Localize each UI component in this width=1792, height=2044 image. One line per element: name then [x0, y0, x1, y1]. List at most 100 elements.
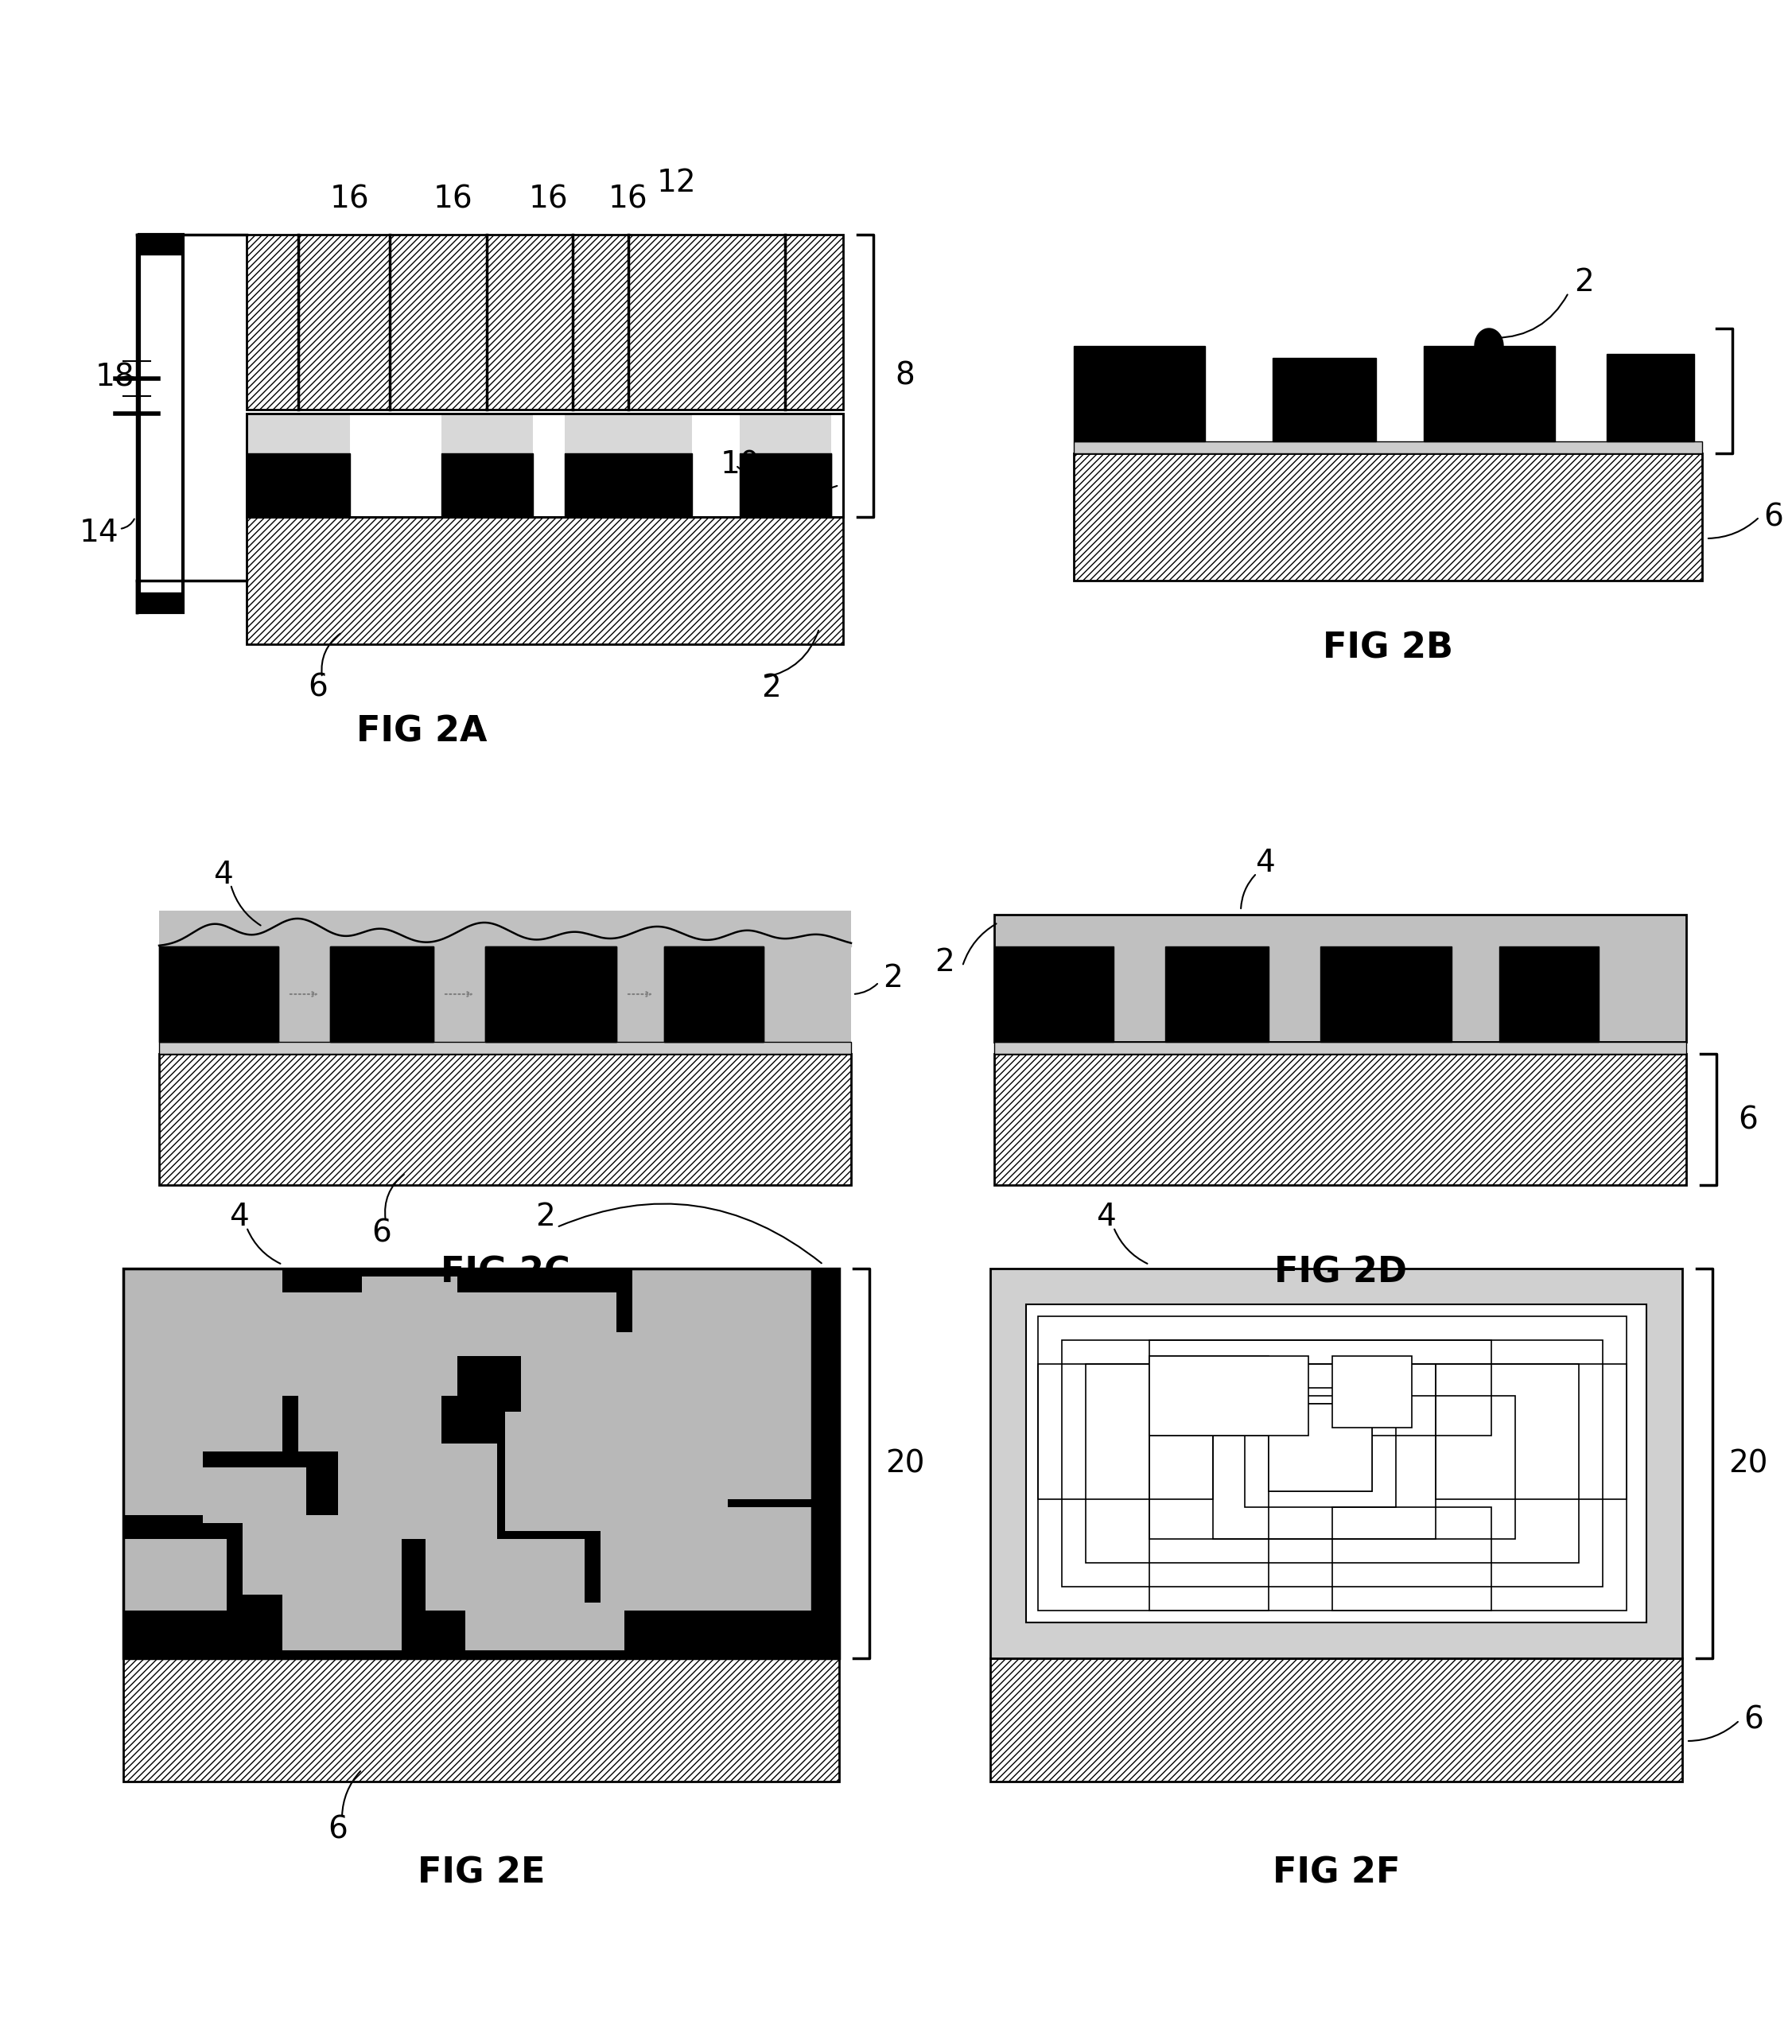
- Text: 4: 4: [213, 861, 233, 889]
- Bar: [564, 413, 692, 454]
- Bar: [124, 1539, 226, 1611]
- Text: 18: 18: [95, 362, 134, 392]
- Text: FIG 2A: FIG 2A: [357, 715, 487, 748]
- Bar: [1500, 946, 1598, 1042]
- Bar: [242, 1515, 401, 1594]
- Text: FIG 2C: FIG 2C: [441, 1255, 570, 1290]
- Bar: [812, 1269, 839, 1658]
- Bar: [202, 1468, 306, 1523]
- Bar: [1272, 358, 1376, 442]
- Bar: [1038, 1363, 1213, 1498]
- Bar: [1149, 1396, 1516, 1539]
- Text: 6: 6: [373, 1218, 392, 1249]
- Bar: [159, 946, 278, 1042]
- Bar: [1321, 946, 1452, 1042]
- Bar: [124, 1269, 839, 1658]
- Bar: [692, 413, 740, 517]
- Bar: [1245, 1388, 1396, 1506]
- Text: 12: 12: [656, 168, 695, 198]
- Bar: [991, 1658, 1683, 1782]
- Bar: [159, 1042, 851, 1055]
- Text: 2: 2: [762, 672, 781, 703]
- Text: 2: 2: [935, 946, 955, 977]
- Bar: [1213, 1363, 1435, 1539]
- Bar: [159, 946, 278, 1042]
- Bar: [441, 454, 532, 517]
- Bar: [247, 517, 842, 644]
- Bar: [159, 1055, 851, 1186]
- Text: 4: 4: [1095, 1202, 1115, 1233]
- Text: 14: 14: [79, 517, 118, 548]
- Bar: [1331, 1355, 1412, 1427]
- Text: 2: 2: [1575, 268, 1595, 298]
- Text: 10: 10: [720, 450, 760, 480]
- Bar: [1063, 1341, 1602, 1586]
- Bar: [1073, 442, 1702, 454]
- Bar: [486, 946, 616, 1042]
- Text: 16: 16: [529, 184, 568, 215]
- Text: FIG 2F: FIG 2F: [1272, 1856, 1400, 1891]
- Bar: [1423, 345, 1555, 442]
- Text: 16: 16: [330, 184, 369, 215]
- Bar: [247, 413, 349, 454]
- Bar: [297, 1388, 441, 1451]
- Bar: [995, 1042, 1686, 1055]
- Bar: [124, 1658, 839, 1782]
- Bar: [665, 946, 763, 1042]
- Bar: [740, 454, 831, 517]
- Polygon shape: [1475, 329, 1503, 345]
- Text: 4: 4: [1254, 848, 1274, 879]
- Text: 6: 6: [328, 1815, 348, 1844]
- Bar: [991, 1269, 1683, 1658]
- Bar: [740, 454, 831, 517]
- Bar: [140, 235, 183, 255]
- Bar: [486, 946, 616, 1042]
- Text: 16: 16: [434, 184, 473, 215]
- Bar: [283, 1594, 401, 1650]
- Bar: [1269, 1404, 1373, 1492]
- Bar: [349, 413, 441, 517]
- Bar: [124, 1443, 202, 1515]
- Bar: [1038, 1316, 1627, 1611]
- Bar: [247, 413, 842, 517]
- Text: 6: 6: [1738, 1104, 1758, 1134]
- Bar: [1269, 1404, 1373, 1492]
- Bar: [124, 1269, 839, 1658]
- Text: 6: 6: [1763, 503, 1783, 531]
- Text: FIG 2E: FIG 2E: [418, 1856, 545, 1891]
- Bar: [1073, 345, 1204, 442]
- Bar: [159, 912, 851, 1042]
- Bar: [740, 413, 831, 454]
- Bar: [1165, 946, 1269, 1042]
- Text: 16: 16: [609, 184, 649, 215]
- Bar: [1435, 1363, 1627, 1498]
- Bar: [330, 946, 434, 1042]
- Bar: [616, 1333, 831, 1427]
- Bar: [247, 413, 842, 517]
- Bar: [1086, 1363, 1579, 1564]
- Bar: [1331, 1506, 1491, 1611]
- Text: FIG 2B: FIG 2B: [1322, 632, 1453, 664]
- Bar: [532, 413, 564, 517]
- Bar: [600, 1506, 823, 1611]
- Bar: [349, 413, 441, 517]
- Text: FIG 2D: FIG 2D: [1274, 1255, 1407, 1290]
- Bar: [665, 1404, 831, 1498]
- Bar: [532, 413, 564, 517]
- Bar: [995, 1055, 1686, 1186]
- Text: 2: 2: [883, 963, 903, 993]
- Text: 6: 6: [308, 672, 328, 703]
- Bar: [330, 946, 434, 1042]
- Bar: [339, 1443, 496, 1539]
- Bar: [425, 1539, 584, 1611]
- Bar: [1149, 1341, 1491, 1435]
- Bar: [1149, 1355, 1308, 1435]
- Bar: [564, 454, 692, 517]
- Bar: [692, 413, 740, 517]
- Bar: [247, 454, 349, 517]
- Bar: [665, 946, 763, 1042]
- Bar: [1149, 1355, 1269, 1611]
- Bar: [140, 235, 183, 613]
- Bar: [124, 1269, 283, 1308]
- Text: 20: 20: [885, 1449, 925, 1478]
